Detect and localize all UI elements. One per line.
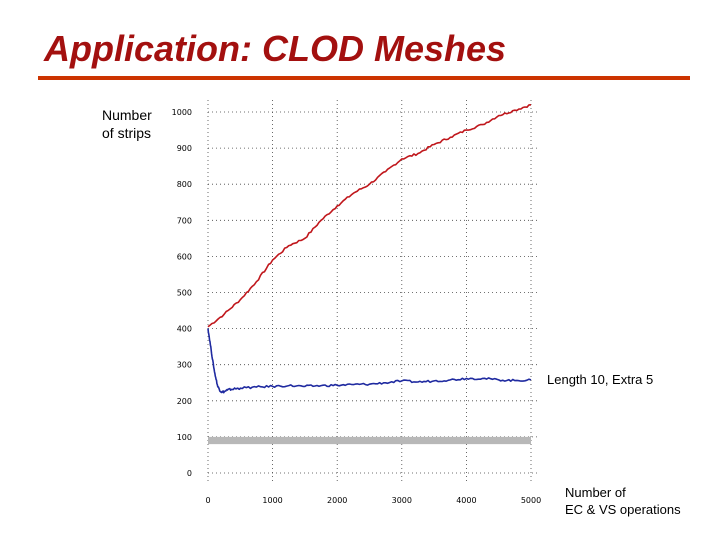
x-tick-label: 5000: [521, 496, 541, 505]
x-tick-label: 3000: [392, 496, 412, 505]
y-tick-label: 400: [177, 325, 192, 334]
x-tick-label: 1000: [262, 496, 282, 505]
x-axis-label: Number of EC & VS operations: [565, 484, 715, 518]
y-tick-label: 500: [177, 289, 192, 298]
y-tick-label: 800: [177, 180, 192, 189]
x-tick-label: 0: [205, 496, 210, 505]
y-axis-label-line-2: of strips: [102, 125, 152, 141]
y-tick-label: 700: [177, 216, 192, 225]
y-axis-label: Number of strips: [102, 106, 172, 142]
series-annotation: Length 10, Extra 5: [547, 372, 654, 387]
title-underline: [38, 76, 690, 80]
y-tick-label: 1000: [172, 108, 192, 117]
x-axis-label-line-1: Number of: [565, 485, 626, 500]
y-axis-label-line-1: Number: [102, 107, 152, 123]
y-tick-label: 300: [177, 361, 192, 370]
x-tick-label: 2000: [327, 496, 347, 505]
reference-band: [208, 436, 531, 445]
slide-title: Application: CLOD Meshes: [44, 28, 507, 69]
y-tick-label: 200: [177, 397, 192, 406]
x-tick-label: 4000: [456, 496, 476, 505]
series-line-2: [207, 328, 532, 394]
y-tick-label: 600: [177, 252, 192, 261]
x-axis-label-line-2: EC & VS operations: [565, 502, 681, 517]
y-tick-label: 900: [177, 144, 192, 153]
y-tick-label: 100: [177, 433, 192, 442]
y-tick-label: 0: [187, 469, 192, 478]
series-line-1: [207, 104, 532, 328]
